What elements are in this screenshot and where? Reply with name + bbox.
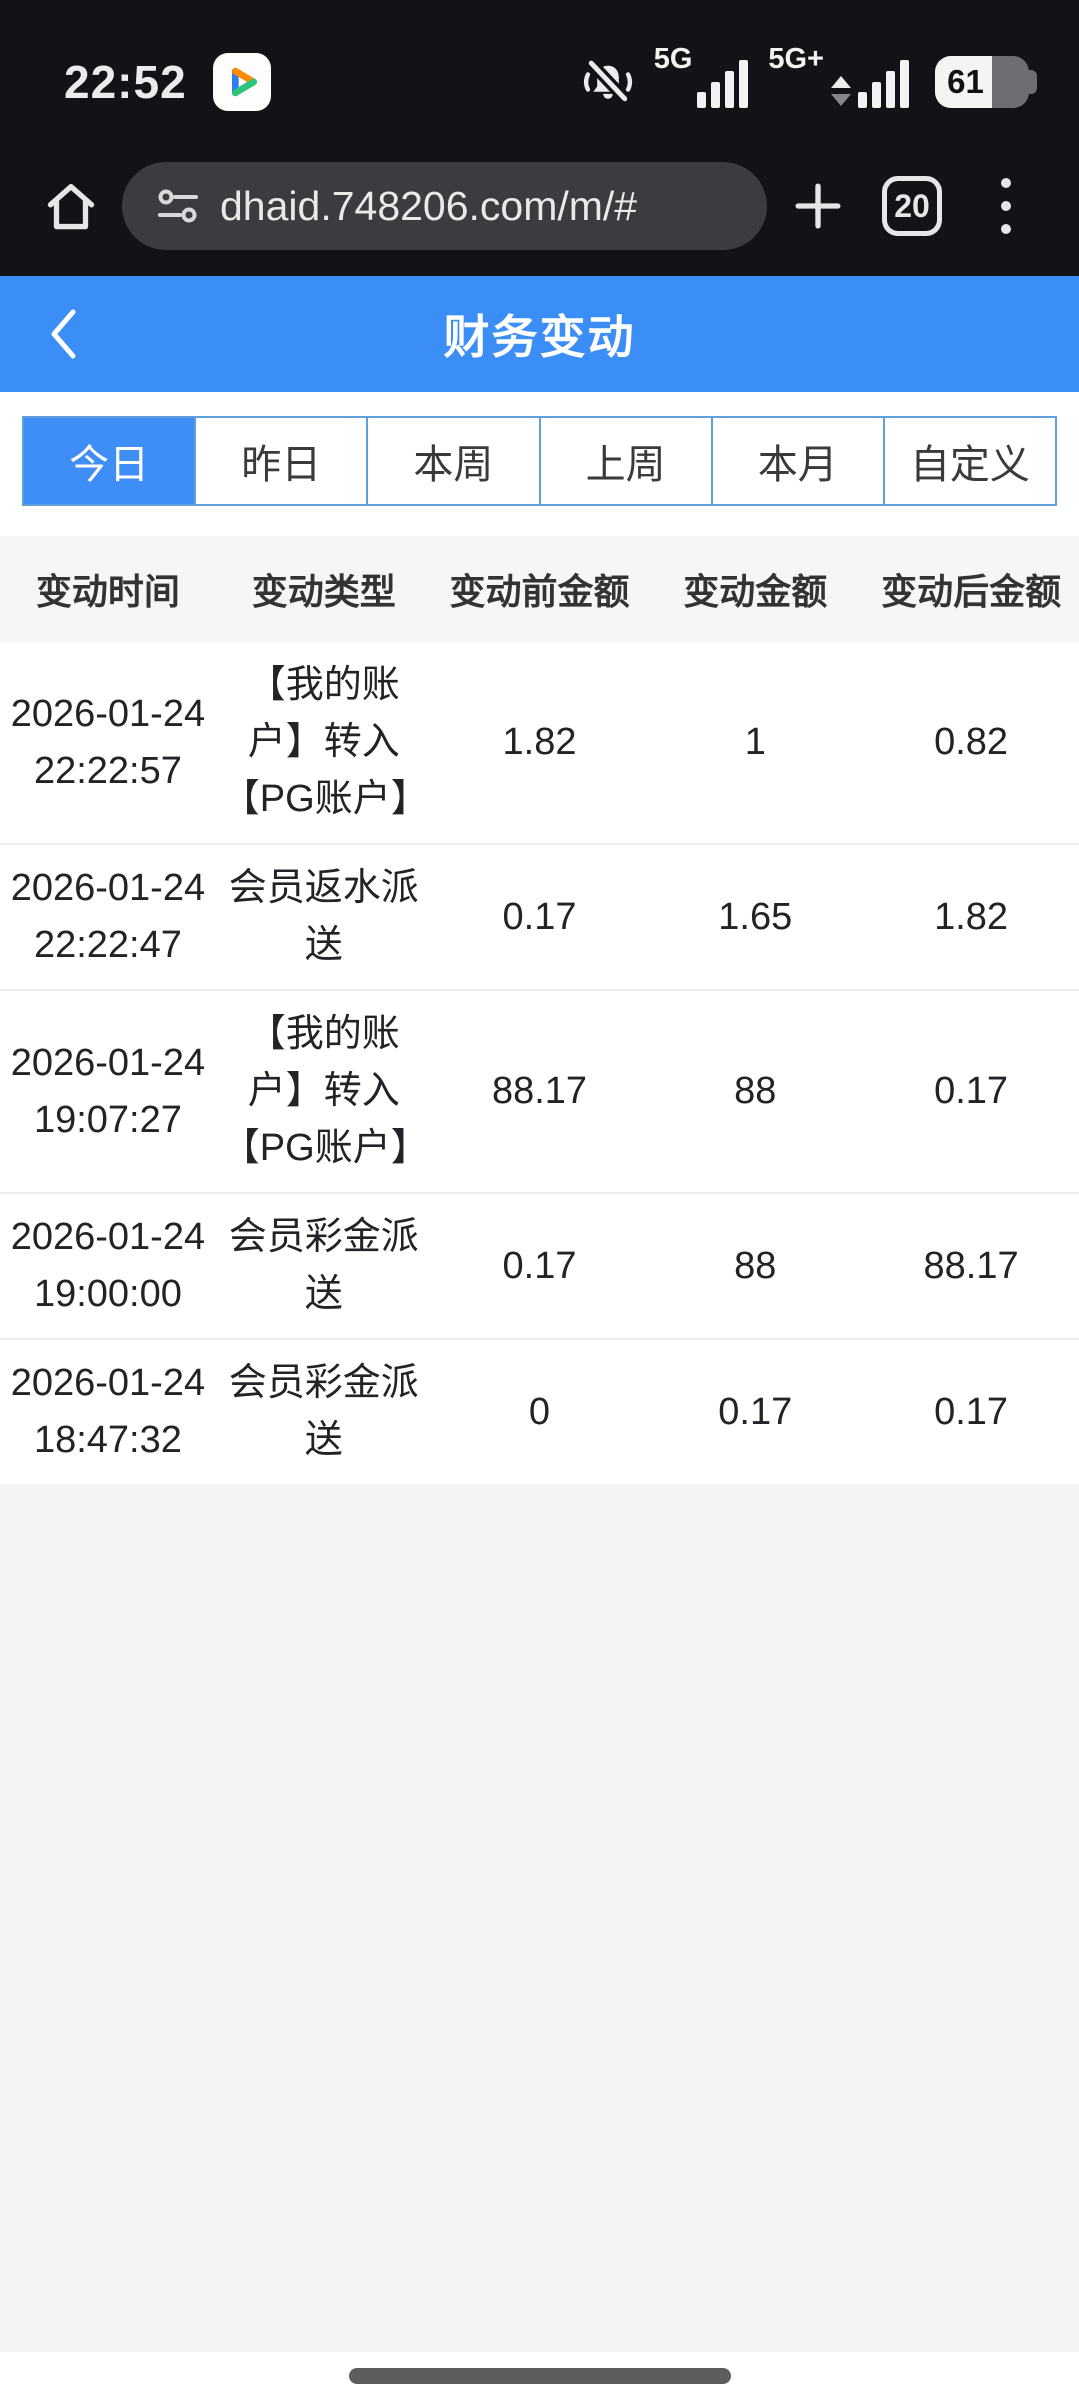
page-title: 财务变动 [443,311,636,363]
cell-change-type: 【我的账户】转入【PG账户】 [221,1013,429,1169]
status-bar-right: 5G 5G+ 61 [582,45,1039,108]
cell-amount-before: 88.17 [491,1070,588,1112]
filter-tab-1[interactable]: 昨日 [194,418,367,504]
site-settings-tune-icon [158,189,198,223]
kebab-menu-icon [1001,178,1011,234]
cell-amount-before: 0 [528,1390,551,1433]
filter-tabs-wrap: 今日 昨日 本周 上周 本月 自定义 [0,392,1079,506]
cell-amount-before: 1.82 [502,721,577,763]
cell-amount-change: 88 [734,1244,777,1287]
battery-percent: 61 [947,63,984,100]
tab-count: 20 [882,176,942,236]
cell-amount-after: 1.82 [934,895,1009,938]
cell-change-type: 会员返水派送 [228,867,419,966]
cell-amount-change: 1.65 [718,895,793,938]
status-bar: 22:52 5G [0,0,1079,150]
cell-change-type: 会员彩金派送 [228,1362,419,1461]
system-navigation-area [0,2352,1079,2400]
cell-change-time: 2026-01-24 19:07:27 [10,1041,206,1141]
network-type-label: 5G [653,43,693,75]
gesture-handle[interactable] [348,2368,731,2384]
filter-tab-4[interactable]: 本月 [710,418,883,504]
cell-amount-after: 0.17 [934,1390,1009,1433]
table-body: 2026-01-24 22:22:57 【我的账户】转入【PG账户】 1.82 1 0.8… [0,642,1079,1484]
mute-bell-slash-icon [582,56,634,108]
page-filler [0,1484,1079,2352]
cell-amount-change: 0.17 [718,1390,793,1433]
column-header: 变动前金额 [449,571,630,612]
browser-toolbar: dhaid.748206.com/m/# 20 [0,150,1079,276]
status-bar-left: 22:52 [64,53,271,111]
cell-amount-change: 88 [734,1070,777,1112]
signal-5g-plus: 5G+ [768,45,909,108]
home-button[interactable] [28,163,114,249]
filter-tab-2[interactable]: 本周 [366,418,539,504]
filter-tab-5[interactable]: 自定义 [882,418,1056,504]
url-text: dhaid.748206.com/m/# [220,182,638,229]
plus-icon [795,183,841,229]
cell-amount-before: 0.17 [502,1244,577,1287]
column-header: 变动类型 [251,571,396,612]
new-tab-button[interactable] [775,163,861,249]
cell-change-time: 2026-01-24 22:22:47 [10,867,206,966]
home-icon [47,184,95,230]
cell-amount-after: 0.17 [934,1070,1009,1112]
cell-change-type: 【我的账户】转入【PG账户】 [221,664,429,820]
data-activity-arrows-icon [831,76,851,106]
table-row: 2026-01-24 19:00:00 会员彩金派送 0.17 88 88.17 [0,1192,1079,1338]
clock: 22:52 [64,56,187,108]
battery-icon: 61 [935,56,1039,108]
column-header: 变动时间 [35,571,180,612]
cell-change-time: 2026-01-24 22:22:57 [10,692,206,792]
filter-tab-3[interactable]: 上周 [538,418,711,504]
signal-5g: 5G [654,45,749,108]
chevron-left-icon [51,309,76,359]
video-app-notification-icon [212,53,271,111]
table-row: 2026-01-24 18:47:32 会员彩金派送 0 0.17 0.17 [0,1338,1079,1484]
play-triangle-icon [231,67,257,97]
cell-amount-before: 0.17 [502,895,577,938]
table-row: 2026-01-24 22:22:57 【我的账户】转入【PG账户】 1.82 1 0.8… [0,642,1079,843]
cell-amount-after: 0.82 [934,721,1009,763]
page-header: 财务变动 [0,276,1079,392]
cell-change-time: 2026-01-24 19:00:00 [10,1216,206,1315]
signal-bars-icon [858,60,909,108]
url-bar[interactable]: dhaid.748206.com/m/# [122,162,767,250]
network-type-label: 5G+ [768,43,824,75]
table-row: 2026-01-24 22:22:47 会员返水派送 0.17 1.65 1.82 [0,843,1079,989]
cell-amount-change: 1 [744,721,766,763]
filter-tab-0[interactable]: 今日 [24,418,195,504]
cell-change-type: 会员彩金派送 [228,1216,419,1315]
column-header: 变动后金额 [881,571,1062,612]
column-header: 变动金额 [683,571,828,612]
filter-tabs: 今日 昨日 本周 上周 本月 自定义 [22,416,1057,506]
table-header: 变动时间 变动类型 变动前金额 变动金额 变动后金额 [0,536,1079,642]
cell-amount-after: 88.17 [923,1244,1019,1287]
table-row: 2026-01-24 19:07:27 【我的账户】转入【PG账户】 88.17 88 0… [0,989,1079,1192]
tab-switcher-button[interactable]: 20 [869,163,955,249]
back-button[interactable] [46,276,80,392]
cell-change-time: 2026-01-24 18:47:32 [10,1362,206,1461]
signal-bars-icon [697,60,749,108]
browser-menu-button[interactable] [963,163,1049,249]
